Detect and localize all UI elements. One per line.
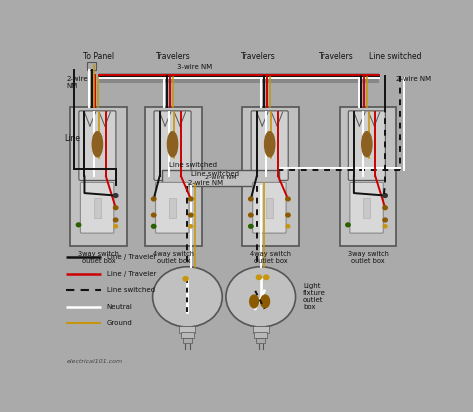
FancyBboxPatch shape	[350, 183, 383, 233]
Text: electrical101.com: electrical101.com	[66, 358, 123, 363]
Text: Ground: Ground	[107, 320, 132, 326]
Circle shape	[286, 197, 290, 201]
Bar	[169, 198, 175, 218]
Ellipse shape	[92, 132, 103, 157]
Bar	[94, 198, 101, 218]
FancyBboxPatch shape	[348, 111, 385, 180]
Circle shape	[286, 225, 290, 228]
Circle shape	[76, 223, 81, 227]
Bar	[183, 338, 192, 343]
Text: Line switched: Line switched	[369, 52, 421, 61]
Circle shape	[189, 213, 193, 217]
Ellipse shape	[261, 295, 270, 308]
Bar	[256, 338, 265, 343]
Circle shape	[153, 267, 222, 327]
Ellipse shape	[264, 132, 275, 157]
Text: Line: Line	[65, 134, 80, 143]
Circle shape	[151, 225, 156, 228]
Circle shape	[183, 276, 188, 281]
Circle shape	[249, 225, 253, 228]
Circle shape	[114, 194, 118, 197]
Circle shape	[383, 225, 387, 228]
Circle shape	[189, 225, 193, 228]
Bar	[98, 73, 379, 83]
Text: Light
fixture
outlet
box: Light fixture outlet box	[303, 283, 326, 310]
Circle shape	[383, 218, 387, 222]
Circle shape	[114, 225, 117, 228]
Text: 4way switch
outlet box: 4way switch outlet box	[250, 251, 291, 264]
Circle shape	[114, 218, 118, 222]
Text: Neutral: Neutral	[107, 304, 132, 310]
Circle shape	[346, 223, 350, 227]
Circle shape	[249, 197, 253, 201]
Text: 3way switch
outlet box: 3way switch outlet box	[78, 251, 119, 264]
FancyBboxPatch shape	[340, 107, 396, 246]
Text: 4way switch
outlet box: 4way switch outlet box	[153, 251, 194, 264]
Bar	[253, 326, 269, 333]
Text: Travelers: Travelers	[156, 52, 191, 61]
FancyBboxPatch shape	[154, 111, 191, 180]
Bar	[363, 198, 370, 218]
FancyBboxPatch shape	[253, 183, 286, 233]
Circle shape	[151, 197, 156, 201]
Circle shape	[383, 194, 387, 197]
FancyBboxPatch shape	[242, 107, 299, 246]
Bar	[181, 332, 194, 338]
Bar	[88, 62, 96, 70]
FancyBboxPatch shape	[145, 107, 202, 246]
Circle shape	[114, 206, 118, 210]
Text: Travelers: Travelers	[241, 52, 275, 61]
Text: 2-wire NM: 2-wire NM	[188, 180, 223, 185]
Text: 2-wire NM: 2-wire NM	[205, 175, 236, 180]
FancyBboxPatch shape	[79, 111, 116, 180]
Text: Line switched: Line switched	[191, 171, 239, 177]
FancyBboxPatch shape	[70, 107, 127, 246]
Text: Line / Traveler: Line / Traveler	[107, 271, 156, 277]
Text: Line switched: Line switched	[169, 162, 217, 169]
Bar	[266, 198, 273, 218]
Text: 3way switch
outlet box: 3way switch outlet box	[348, 251, 388, 264]
Bar	[179, 326, 195, 333]
FancyBboxPatch shape	[156, 183, 189, 233]
Ellipse shape	[362, 132, 372, 157]
Circle shape	[189, 197, 193, 201]
FancyBboxPatch shape	[80, 183, 114, 233]
Ellipse shape	[167, 132, 178, 157]
Circle shape	[256, 275, 262, 279]
Circle shape	[286, 213, 290, 217]
Circle shape	[249, 213, 253, 217]
Circle shape	[383, 206, 387, 210]
Text: 3-wire NM: 3-wire NM	[177, 64, 212, 70]
Text: 2-wire
NM: 2-wire NM	[66, 76, 88, 89]
Text: To Panel: To Panel	[83, 52, 114, 61]
FancyBboxPatch shape	[251, 111, 288, 180]
Circle shape	[226, 267, 296, 327]
Text: Line switched: Line switched	[107, 287, 155, 293]
Text: Travelers: Travelers	[319, 52, 354, 61]
Circle shape	[263, 275, 269, 279]
Circle shape	[151, 213, 156, 217]
Text: 2-wire NM: 2-wire NM	[396, 76, 431, 82]
Bar	[254, 332, 267, 338]
Ellipse shape	[250, 295, 259, 308]
Text: Line / Traveler: Line / Traveler	[107, 254, 156, 260]
FancyBboxPatch shape	[162, 170, 279, 186]
